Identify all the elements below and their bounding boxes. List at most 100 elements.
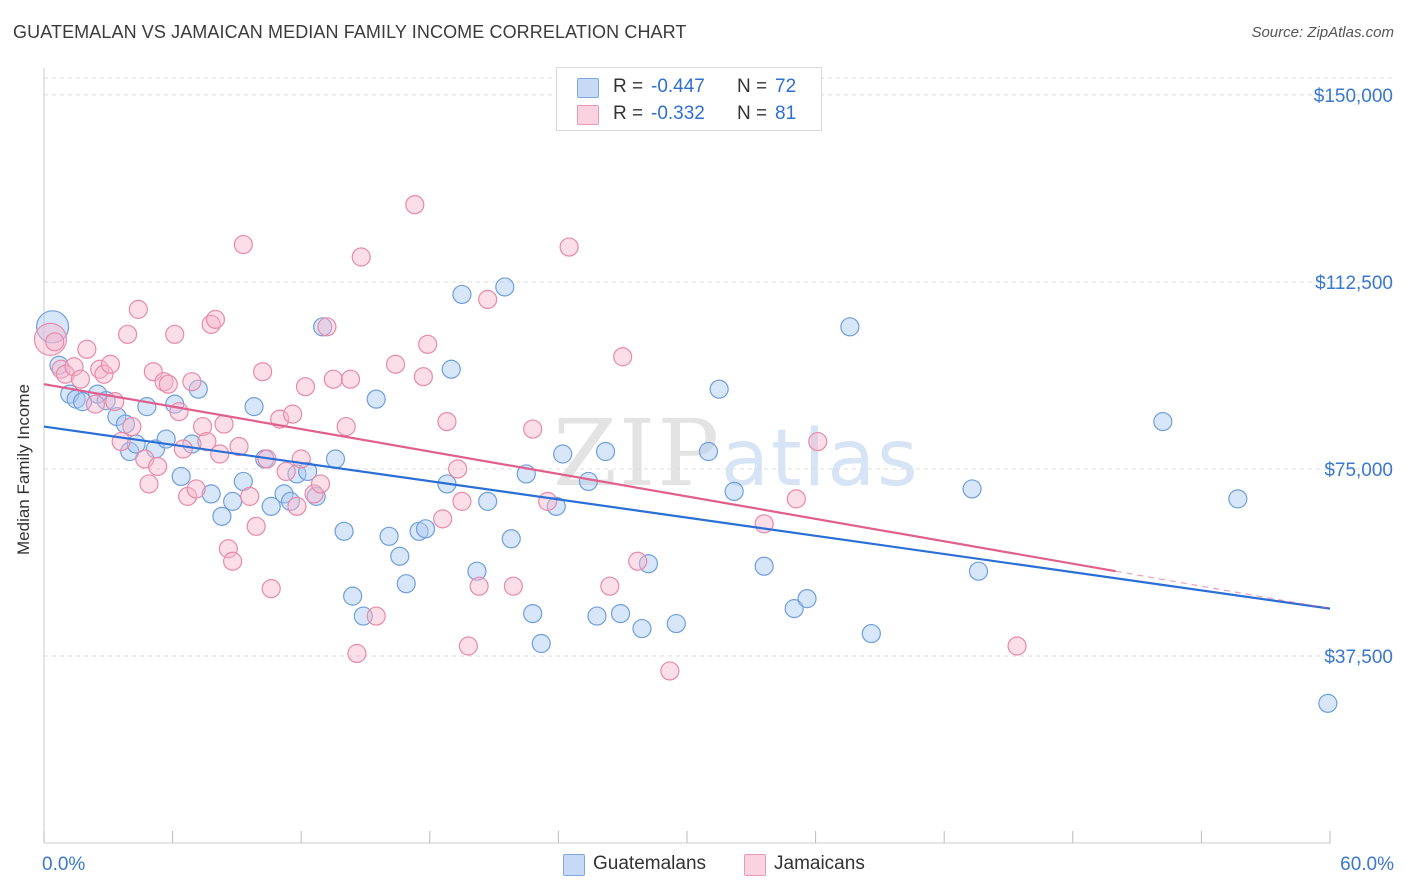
jamaican-point [600,576,620,596]
guatemalan-point [212,506,232,526]
jamaican-point [1007,636,1027,656]
guatemalan-point [610,603,631,624]
jamaican-point [117,324,138,344]
label-layer: $37,500 $75,000 $112,500 $150,000 0.0% 60.0% [42,86,1394,875]
grid-layer [44,77,1395,657]
axis-layer [43,68,1331,844]
chart-title: GUATEMALAN VS JAMAICAN MEDIAN FAMILY INC… [13,22,687,42]
guatemalan-point [366,389,386,409]
jamaican-point [100,354,121,374]
guatemalan-point [313,317,333,337]
guatemalan-point [379,526,399,546]
guatemalan-point [1318,693,1338,713]
jamaican-point [291,449,311,469]
jamaican-point [523,419,543,439]
bottom-legend-label: Jamaicans [774,853,865,874]
jamaican-point [233,234,253,255]
guatemalan-point [1153,411,1173,432]
jamaican-point [193,416,213,437]
y-tick-label: $37,500 [1324,647,1393,668]
watermark-atlas: atlas [721,414,920,504]
jamaican-point [437,411,457,432]
guatemalan-point [396,574,416,594]
guatemalan-point [709,379,729,399]
jamaican-point [559,237,579,257]
y-tick-label: $112,500 [1315,273,1393,294]
guatemalan-point [840,317,860,337]
y-tick-label: $75,000 [1324,460,1393,481]
legend-swatch-guatemalans [577,78,599,98]
jamaican-point [253,362,273,382]
guatemalan-point [531,633,551,654]
jamaican-point [808,431,828,452]
jamaican-point [158,374,178,394]
guatemalan-point [797,589,817,609]
jamaican-point [469,576,489,596]
jamaican-point [70,369,91,389]
guatemalan-point [523,603,543,624]
guatemalan-trend-line [43,425,1331,610]
guatemalan-point [390,546,410,566]
jamaican-point [385,354,406,374]
jamaican-point [223,551,243,571]
guatemalan-point [280,491,301,511]
guatemalan-point [578,471,599,492]
jamaican-point [413,367,433,387]
guatemalan-point [261,496,281,516]
legend-r-value: -0.447 [651,76,705,97]
jamaican-point [122,416,142,437]
bottom-legend-label: Guatemalans [593,853,707,874]
legend-r-value: -0.332 [651,103,705,124]
jamaican-point [366,606,386,626]
jamaican-point [628,551,648,571]
watermark: ZIPatlas [553,400,920,507]
guatemalan-point [1228,489,1248,509]
jamaican-point [458,636,478,656]
jamaican-point [323,369,343,389]
bottom-legend-swatch-jamaicans [744,854,766,876]
jamaican-point [538,491,558,511]
y-tick-label: $150,000 [1314,86,1393,107]
guatemalan-point [306,486,326,506]
jamaican-point [169,402,189,422]
guatemalan-point [724,481,744,502]
legend-r-label: R = [613,76,644,97]
legend-n-value: 81 [775,103,797,124]
legend-r-label: R = [613,103,644,124]
jamaican-trend-extension [1115,570,1331,610]
watermark-zip: ZIP [553,400,722,507]
jamaican-point [77,339,97,359]
jamaican-point [64,357,84,377]
guatemalan-point [201,484,221,504]
jamaican-point [336,416,356,437]
jamaican-point [295,377,316,397]
guatemalan-point [501,529,521,549]
guatemalan-point [415,519,436,539]
guatemalan-point [171,466,191,487]
jamaican-point [205,309,226,329]
jamaican-point [287,496,307,516]
jamaican-point [405,195,425,215]
guatemalan-point [666,613,686,634]
guatemalan-point [587,606,607,626]
guatemalan-point [553,444,573,464]
legend-swatch-jamaicans [577,105,599,125]
jamaican-point [786,489,806,509]
jamaican-point [186,479,206,499]
jamaican-point [139,474,159,494]
x-tick-label: 60.0% [1340,854,1394,875]
legend-n-value: 72 [775,76,797,97]
jamaican-point [94,364,114,384]
guatemalan-point [298,461,318,482]
jamaican-point [452,491,472,511]
jamaican-point [347,643,367,664]
jamaican-point [218,539,238,559]
jamaican-point [433,509,453,529]
guatemalan-point [861,623,881,644]
jamaican-point [613,347,633,367]
bottom-legend-swatch-guatemalans [563,854,585,876]
jamaican-point [240,486,260,506]
jamaican-point [340,369,361,389]
guatemalan-point [784,599,804,619]
